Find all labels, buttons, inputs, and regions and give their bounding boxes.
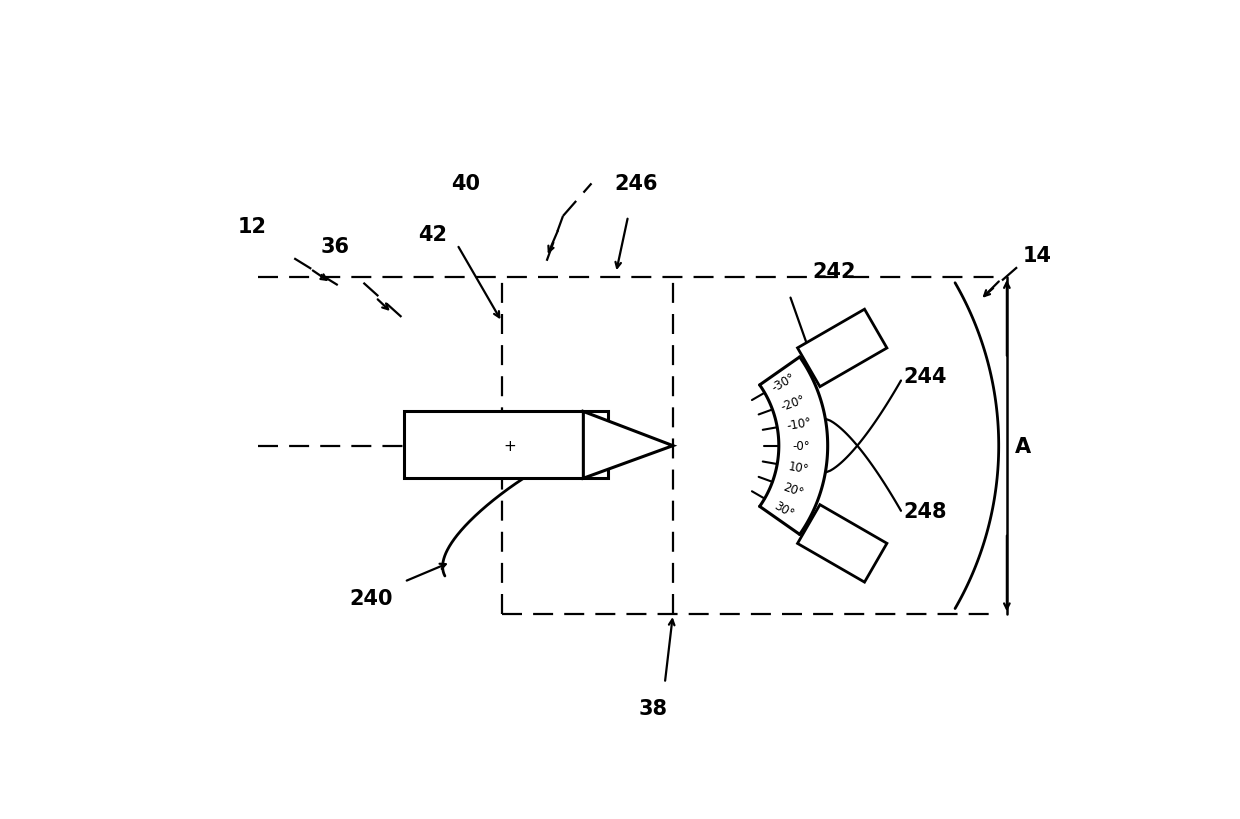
Polygon shape [583,412,673,478]
Text: -10°: -10° [785,415,812,432]
Text: 10°: 10° [787,460,810,477]
Text: 38: 38 [639,698,667,718]
Text: 14: 14 [1023,246,1052,265]
Text: 242: 242 [812,261,856,281]
Text: A: A [1016,436,1032,456]
Polygon shape [797,310,887,387]
Text: -0°: -0° [792,440,810,453]
Text: 30°: 30° [771,500,796,521]
Text: 240: 240 [350,588,393,609]
Text: 20°: 20° [781,480,805,500]
Text: 36: 36 [320,237,350,257]
Bar [404,412,608,478]
Text: 12: 12 [237,216,267,237]
Text: 42: 42 [418,224,448,245]
Text: 40: 40 [451,174,480,194]
Text: +: + [503,439,516,454]
Text: -20°: -20° [779,392,807,413]
Text: 244: 244 [904,367,947,387]
Text: 246: 246 [615,174,658,194]
Text: 248: 248 [904,501,947,521]
Text: -30°: -30° [770,370,797,394]
Polygon shape [797,505,887,582]
